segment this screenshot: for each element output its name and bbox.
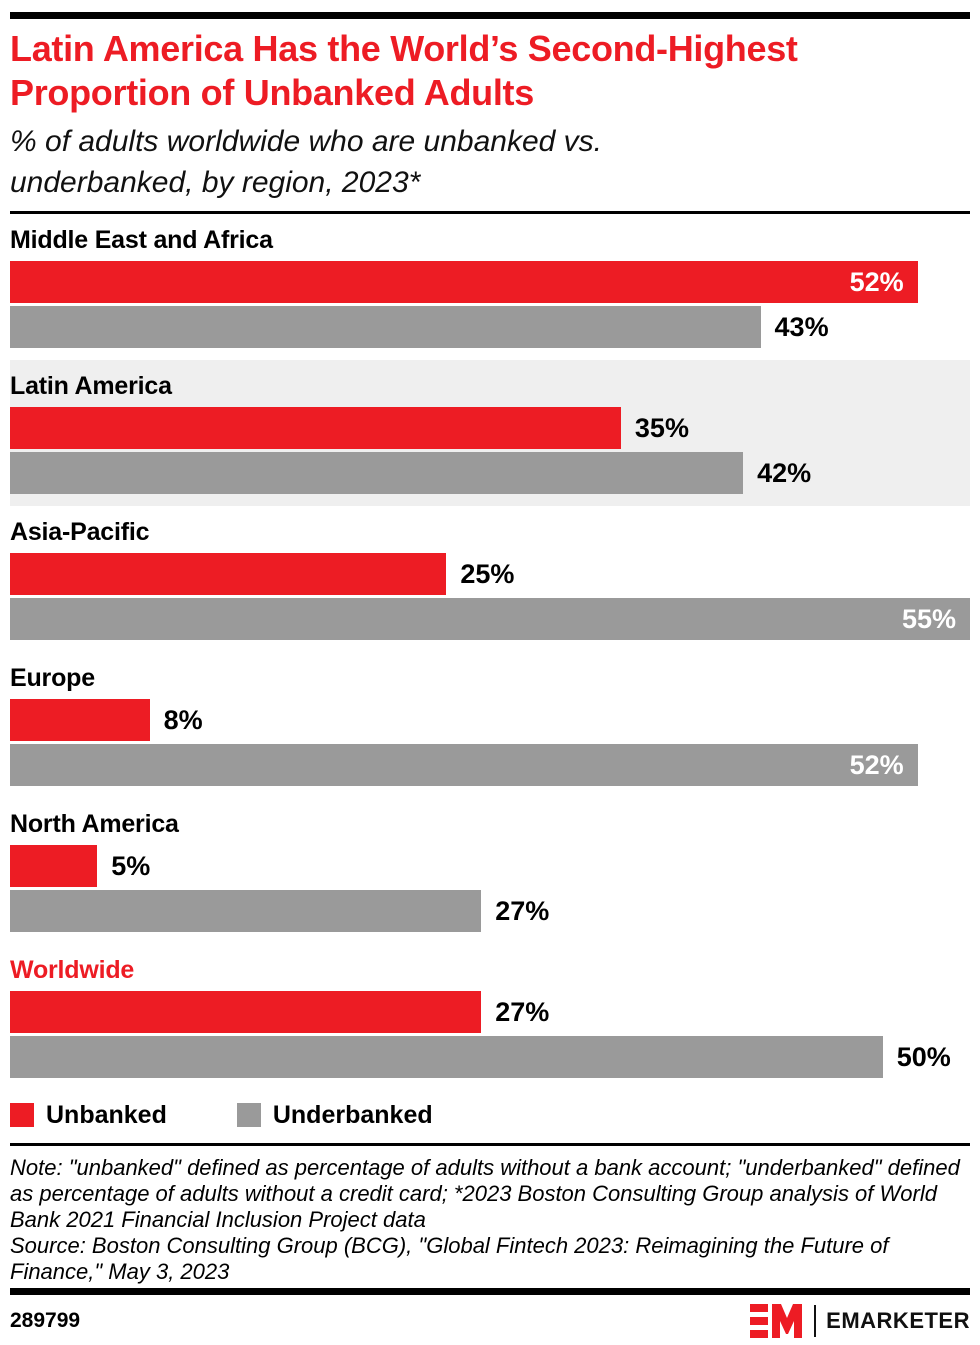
legend-item-unbanked: Unbanked xyxy=(10,1101,167,1130)
bar-row-underbanked-latin-america: 42% xyxy=(10,452,970,494)
notes-divider xyxy=(10,1143,970,1146)
bar-row-underbanked-worldwide: 50% xyxy=(10,1036,970,1078)
bar-value-underbanked-europe: 52% xyxy=(849,750,904,780)
bar-value-underbanked-asia-pacific: 55% xyxy=(901,604,956,634)
chart-subtitle: % of adults worldwide who are unbanked v… xyxy=(10,125,603,199)
bar-underbanked-latin-america xyxy=(10,452,744,494)
legend-label-unbanked: Unbanked xyxy=(46,1100,167,1129)
bar-unbanked-europe xyxy=(10,699,150,741)
bar-row-unbanked-worldwide: 27% xyxy=(10,991,970,1033)
region-label-middle-east-and-africa: Middle East and Africa xyxy=(10,226,273,254)
bar-value-unbanked-asia-pacific: 25% xyxy=(460,559,515,589)
bar-underbanked-asia-pacific xyxy=(10,598,970,640)
top-rule xyxy=(10,12,970,19)
bar-underbanked-worldwide xyxy=(10,1036,883,1078)
bar-value-underbanked-north-america: 27% xyxy=(495,896,550,926)
bar-value-unbanked-north-america: 5% xyxy=(111,851,151,881)
bar-row-unbanked-europe: 8% xyxy=(10,699,970,741)
source-text: Source: Boston Consulting Group (BCG), "… xyxy=(10,1233,889,1284)
region-section-latin-america: Latin America 35% 42% xyxy=(10,360,970,506)
bar-row-underbanked-asia-pacific: 55% xyxy=(10,598,970,640)
legend-swatch-underbanked-icon xyxy=(236,1103,261,1127)
region-label-latin-america: Latin America xyxy=(10,372,172,400)
note-text: Note: "unbanked" defined as percentage o… xyxy=(10,1155,960,1232)
emarketer-logo: EMARKETER xyxy=(750,1304,970,1338)
legend-swatch-unbanked-icon xyxy=(10,1103,34,1127)
bar-row-underbanked-europe: 52% xyxy=(10,744,970,786)
bar-unbanked-worldwide xyxy=(10,991,482,1033)
legend-label-underbanked: Underbanked xyxy=(272,1100,433,1129)
bar-row-unbanked-middle-east-and-africa: 52% xyxy=(10,261,970,303)
bar-unbanked-latin-america xyxy=(10,407,621,449)
logo-divider xyxy=(814,1305,817,1337)
region-section-middle-east-and-africa: Middle East and Africa 52% 43% xyxy=(10,214,970,360)
bar-underbanked-north-america xyxy=(10,890,482,932)
bar-value-underbanked-latin-america: 42% xyxy=(757,458,812,488)
bar-value-underbanked-worldwide: 50% xyxy=(896,1042,951,1072)
region-section-asia-pacific: Asia-Pacific 25% 55% xyxy=(10,506,970,652)
bar-value-unbanked-latin-america: 35% xyxy=(634,413,689,443)
region-label-north-america: North America xyxy=(10,810,179,838)
emarketer-em-monogram-icon xyxy=(750,1304,803,1338)
bar-value-unbanked-worldwide: 27% xyxy=(495,997,550,1027)
bar-row-unbanked-north-america: 5% xyxy=(10,845,970,887)
bottom-rule xyxy=(10,1288,970,1295)
bar-value-underbanked-middle-east-and-africa: 43% xyxy=(774,312,829,342)
region-section-europe: Europe 8% 52% xyxy=(10,652,970,798)
chart-title: Latin America Has the World’s Second-Hig… xyxy=(10,28,798,113)
chart-id: 289799 xyxy=(10,1309,81,1332)
region-section-north-america: North America 5% 27% xyxy=(10,798,970,944)
region-label-asia-pacific: Asia-Pacific xyxy=(10,518,150,546)
bar-unbanked-north-america xyxy=(10,845,98,887)
bar-row-underbanked-middle-east-and-africa: 43% xyxy=(10,306,970,348)
region-label-europe: Europe xyxy=(10,664,95,692)
bar-row-unbanked-latin-america: 35% xyxy=(10,407,970,449)
bar-row-underbanked-north-america: 27% xyxy=(10,890,970,932)
bar-value-unbanked-europe: 8% xyxy=(163,705,203,735)
header-divider xyxy=(10,211,970,214)
bar-underbanked-europe xyxy=(10,744,918,786)
footer: 289799 EMARKETER xyxy=(10,1304,970,1338)
chart: Middle East and Africa 52% 43% Latin Americ… xyxy=(10,214,970,1090)
bar-unbanked-middle-east-and-africa xyxy=(10,261,918,303)
bar-row-unbanked-asia-pacific: 25% xyxy=(10,553,970,595)
region-label-worldwide: Worldwide xyxy=(10,956,135,984)
bar-underbanked-middle-east-and-africa xyxy=(10,306,761,348)
legend: Unbanked Underbanked xyxy=(10,1100,970,1130)
emarketer-wordmark: EMARKETER xyxy=(826,1308,970,1333)
legend-item-underbanked: Underbanked xyxy=(236,1100,433,1130)
region-section-worldwide: Worldwide 27% 50% xyxy=(10,944,970,1090)
bar-unbanked-asia-pacific xyxy=(10,553,447,595)
bar-value-unbanked-middle-east-and-africa: 52% xyxy=(849,267,904,297)
